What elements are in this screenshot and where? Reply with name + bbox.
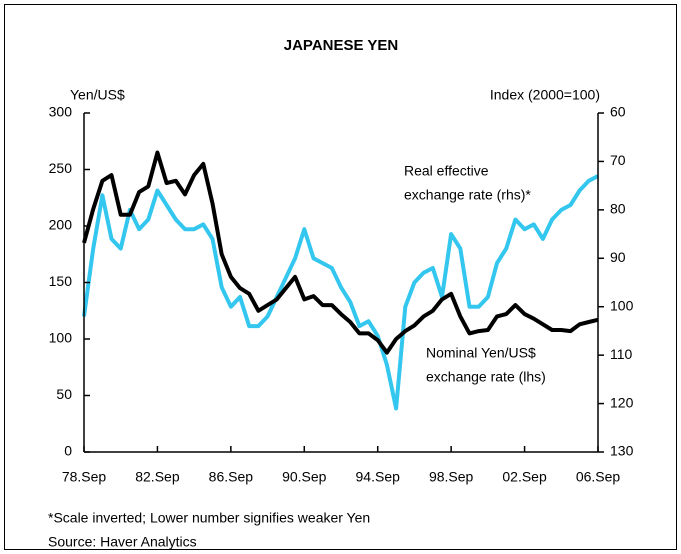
- annotation: Nominal Yen/US$: [426, 345, 536, 361]
- y2-tick-label: 120: [610, 394, 634, 410]
- series-line: [82, 150, 599, 355]
- y2-tick-label: 130: [610, 443, 634, 459]
- y2-tick-label: 60: [610, 104, 626, 120]
- y2-tick-label: 110: [610, 346, 633, 362]
- x-tick-label: 02.Sep: [502, 469, 547, 485]
- y-axis-label: Yen/US$: [70, 87, 125, 103]
- x-tick-label: 90.Sep: [282, 469, 327, 485]
- x-tick-label: 78.Sep: [62, 469, 107, 485]
- y2-axis-label: Index (2000=100): [490, 87, 600, 103]
- chart-title: JAPANESE YEN: [284, 37, 399, 54]
- annotation: Real effective: [404, 163, 489, 179]
- annotation: exchange rate (lhs): [426, 369, 546, 385]
- x-tick-label: 94.Sep: [356, 469, 401, 485]
- y2-tick-label: 80: [610, 201, 626, 217]
- footnote: *Scale inverted; Lower number signifies …: [48, 510, 370, 526]
- y2-tick-label: 90: [610, 249, 626, 265]
- frame: [4, 4, 677, 550]
- y-tick-label: 100: [49, 330, 73, 346]
- annotation: exchange rate (rhs)*: [404, 187, 531, 203]
- y-tick-label: 50: [56, 386, 72, 402]
- footnote: Source: Haver Analytics: [48, 534, 197, 550]
- x-tick-label: 86.Sep: [209, 469, 254, 485]
- y-tick-label: 150: [49, 273, 73, 289]
- y2-tick-label: 100: [610, 297, 634, 313]
- y2-tick-label: 70: [610, 152, 626, 168]
- x-tick-label: 82.Sep: [135, 469, 180, 485]
- x-tick-label: 06.Sep: [576, 469, 621, 485]
- x-tick-label: 98.Sep: [429, 469, 474, 485]
- y-tick-label: 250: [49, 160, 73, 176]
- y-tick-label: 0: [64, 443, 72, 459]
- series-line: [82, 174, 599, 411]
- y-tick-label: 200: [49, 217, 73, 233]
- y-tick-label: 300: [49, 104, 73, 120]
